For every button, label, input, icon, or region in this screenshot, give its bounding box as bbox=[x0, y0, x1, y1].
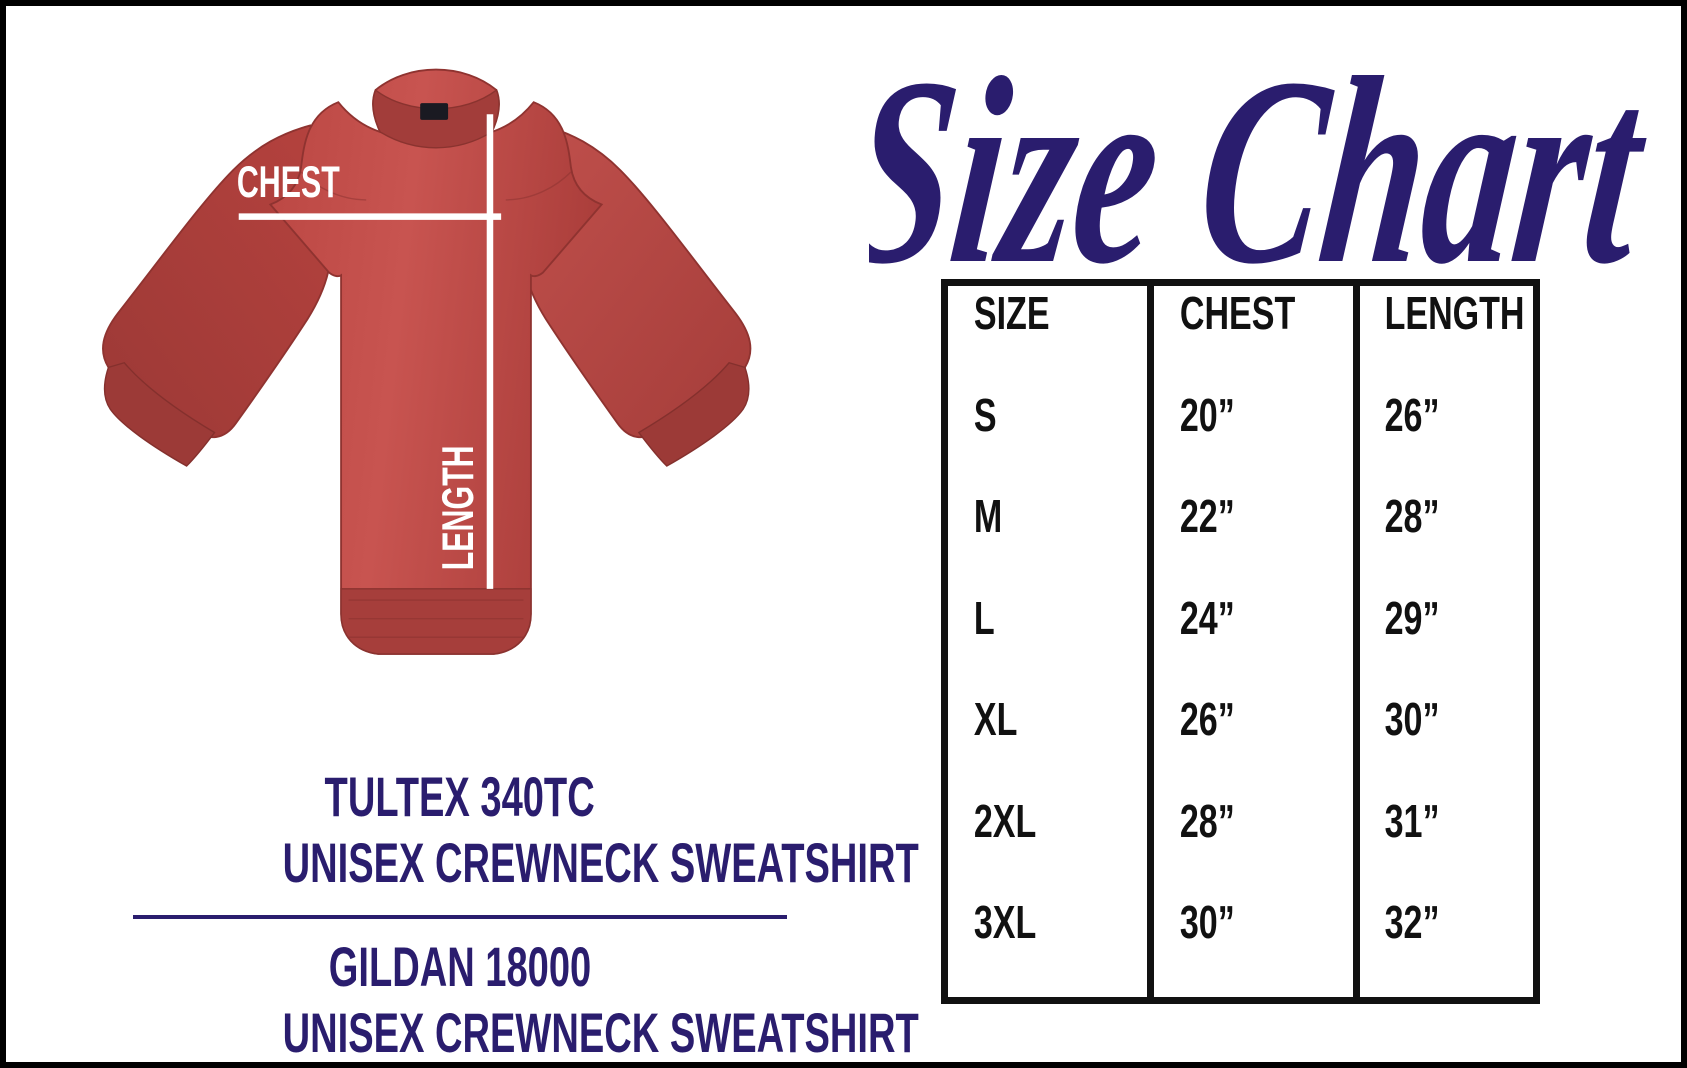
svg-text:LENGTH: LENGTH bbox=[433, 445, 483, 570]
svg-text:Size Chart: Size Chart bbox=[869, 22, 1659, 319]
svg-text:CHEST: CHEST bbox=[237, 157, 340, 207]
